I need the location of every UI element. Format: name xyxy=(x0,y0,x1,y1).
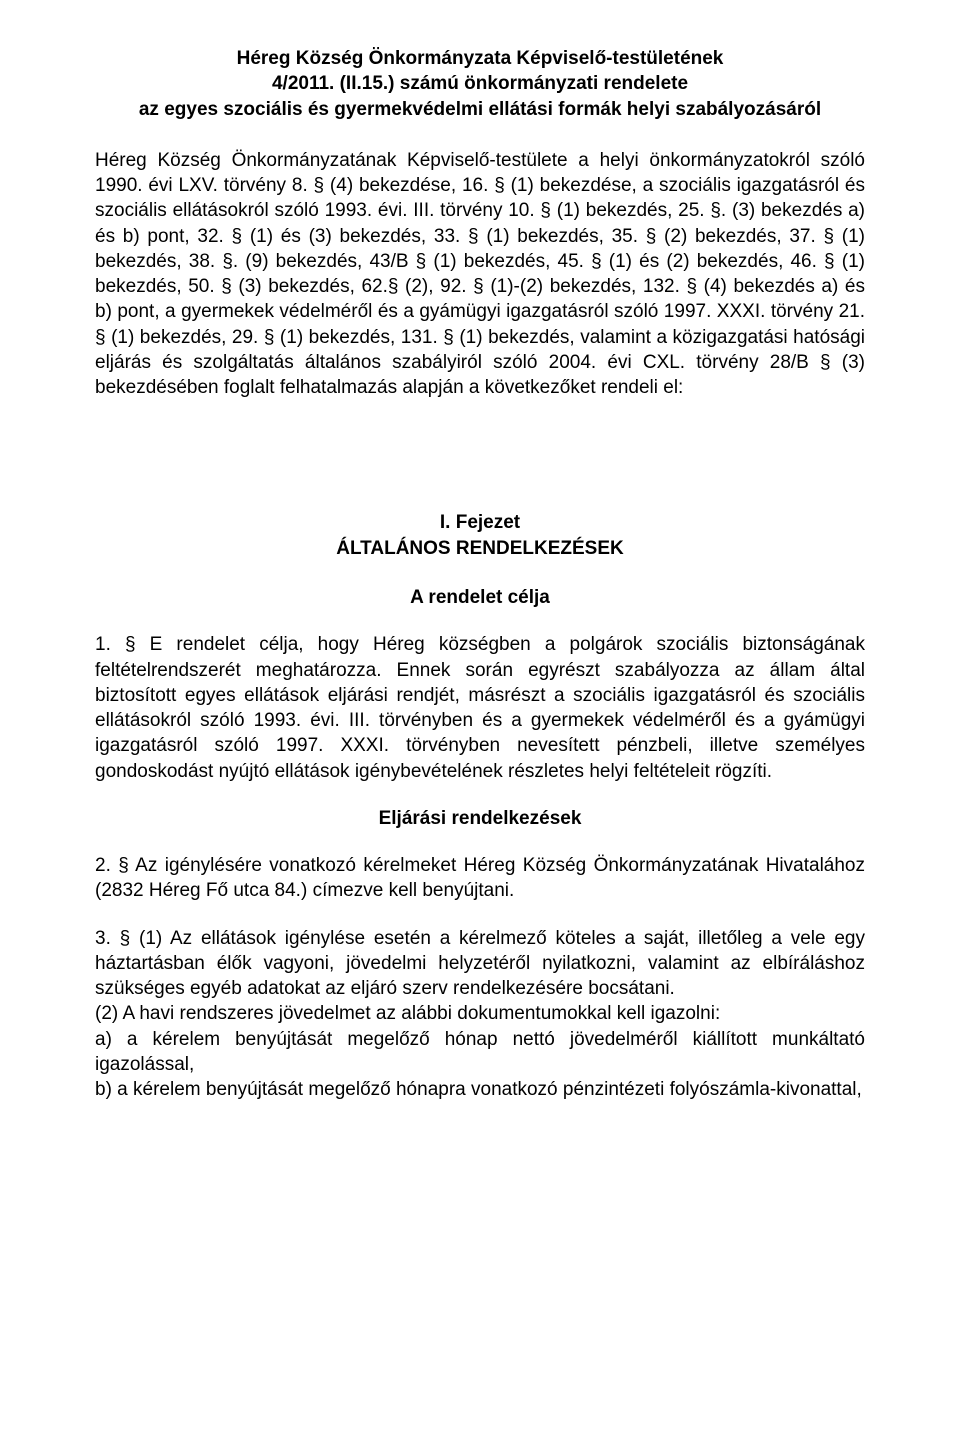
title-block: Héreg Község Önkormányzata Képviselő-tes… xyxy=(95,46,865,122)
paragraph-3-sub1: 3. § (1) Az ellátások igénylése esetén a… xyxy=(95,928,865,1000)
title-line-2: 4/2011. (II.15.) számú önkormányzati ren… xyxy=(95,71,865,96)
chapter-number: I. Fejezet xyxy=(95,510,865,535)
preamble-paragraph: Héreg Község Önkormányzatának Képviselő-… xyxy=(95,148,865,401)
paragraph-3-item-a: a) a kérelem benyújtását megelőző hónap … xyxy=(95,1029,865,1075)
paragraph-3-sub2: (2) A havi rendszeres jövedelmet az aláb… xyxy=(95,1003,720,1024)
title-line-1: Héreg Község Önkormányzata Képviselő-tes… xyxy=(95,46,865,71)
section-heading-purpose: A rendelet célja xyxy=(95,585,865,610)
chapter-heading: I. Fejezet ÁLTALÁNOS RENDELKEZÉSEK xyxy=(95,510,865,561)
document-page: Héreg Község Önkormányzata Képviselő-tes… xyxy=(0,0,960,1123)
section-heading-procedure: Eljárási rendelkezések xyxy=(95,806,865,831)
paragraph-3-item-b: b) a kérelem benyújtását megelőző hónapr… xyxy=(95,1079,862,1100)
chapter-title: ÁLTALÁNOS RENDELKEZÉSEK xyxy=(95,536,865,561)
paragraph-2: 2. § Az igénylésére vonatkozó kérelmeket… xyxy=(95,853,865,904)
title-line-3: az egyes szociális és gyermekvédelmi ell… xyxy=(95,97,865,122)
paragraph-1: 1. § E rendelet célja, hogy Héreg község… xyxy=(95,632,865,784)
paragraph-3: 3. § (1) Az ellátások igénylése esetén a… xyxy=(95,926,865,1103)
